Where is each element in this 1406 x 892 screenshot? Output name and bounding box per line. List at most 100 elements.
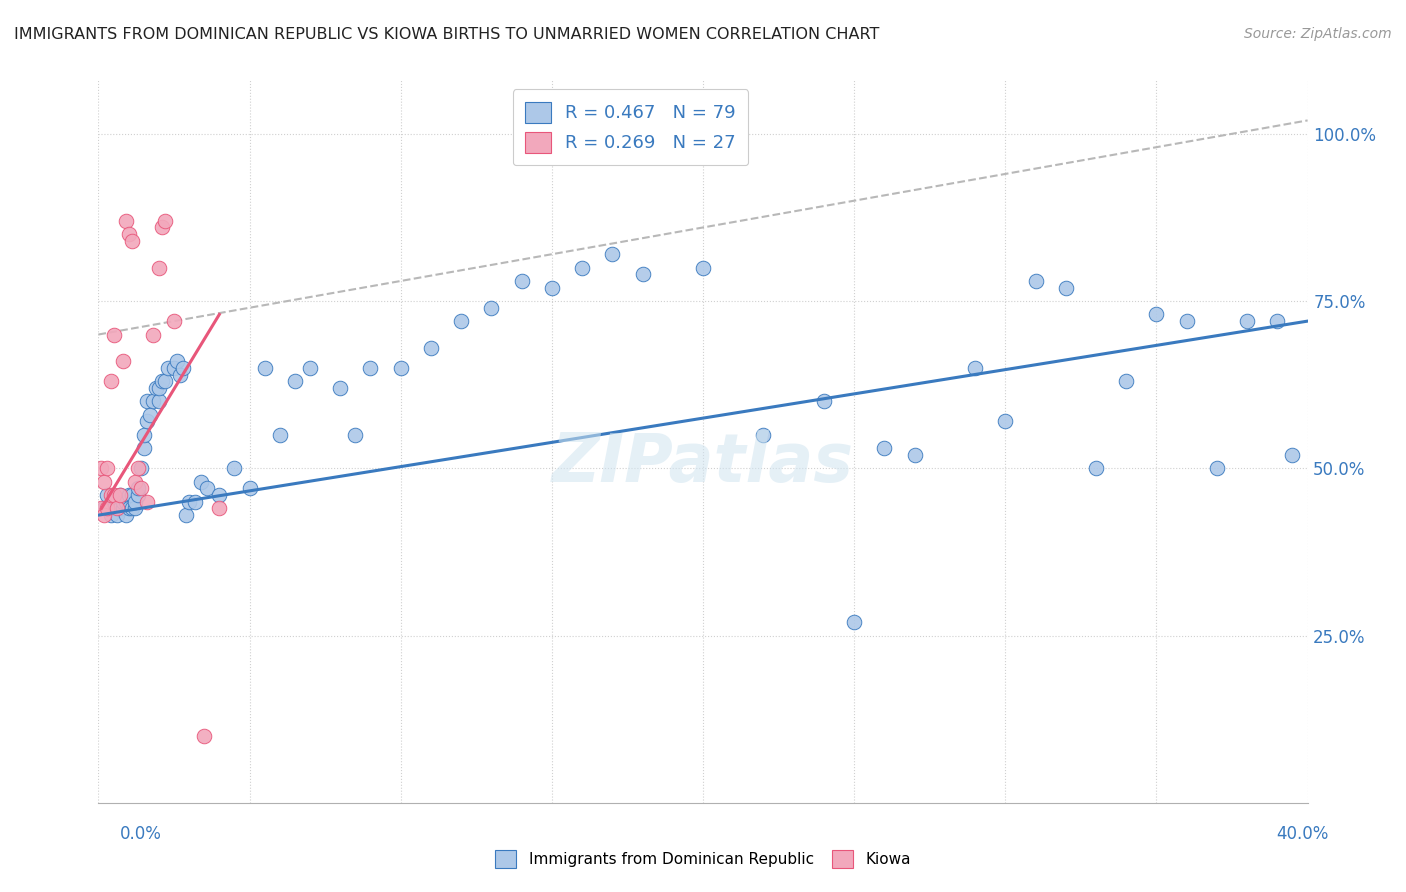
Point (118, 227, 141, 242)
Point (100, 508, 122, 523)
Legend: R = 0.467   N = 79, R = 0.269   N = 27: R = 0.467 N = 79, R = 0.269 N = 27 (513, 89, 748, 165)
Point (124, 501, 146, 516)
Point (118, 488, 141, 502)
Text: 0.0%: 0.0% (120, 825, 162, 843)
Point (114, 494, 136, 508)
Point (142, 327, 165, 342)
Point (124, 475, 146, 489)
Point (1144, 307, 1167, 322)
Point (135, 394, 157, 409)
Point (103, 488, 125, 502)
Point (965, 361, 987, 376)
Point (118, 501, 141, 516)
Point (239, 482, 262, 496)
Point (145, 381, 167, 395)
Point (148, 381, 170, 395)
Point (93, 501, 115, 516)
Point (1281, 448, 1303, 462)
Point (190, 475, 212, 489)
Point (813, 394, 835, 409)
Point (105, 494, 128, 508)
Text: IMMIGRANTS FROM DOMINICAN REPUBLIC VS KIOWA BIRTHS TO UNMARRIED WOMEN CORRELATIO: IMMIGRANTS FROM DOMINICAN REPUBLIC VS KI… (14, 27, 879, 42)
Point (148, 394, 170, 409)
Point (150, 220, 173, 235)
Point (994, 414, 1017, 429)
Point (100, 488, 122, 502)
Point (156, 361, 179, 376)
Point (127, 461, 149, 475)
Point (193, 729, 215, 743)
Point (571, 260, 593, 275)
Point (163, 361, 186, 376)
Point (111, 501, 134, 516)
Point (510, 274, 533, 288)
Point (1054, 281, 1077, 295)
Point (163, 314, 186, 328)
Point (844, 615, 866, 630)
Point (329, 381, 352, 395)
Point (114, 214, 136, 228)
Point (132, 427, 155, 442)
Point (481, 301, 503, 315)
Point (103, 501, 125, 516)
Point (389, 361, 412, 376)
Point (124, 494, 146, 508)
Point (100, 375, 122, 389)
Point (148, 260, 170, 275)
Point (90, 501, 112, 516)
Point (224, 461, 246, 475)
Point (150, 375, 173, 389)
Point (129, 461, 152, 475)
Point (752, 427, 775, 442)
Point (108, 488, 131, 502)
Point (208, 501, 231, 516)
Point (450, 314, 472, 328)
Point (208, 488, 231, 502)
Point (184, 494, 207, 508)
Point (103, 327, 125, 342)
Point (142, 394, 165, 409)
Point (174, 508, 197, 523)
Point (1085, 461, 1108, 475)
Point (127, 482, 149, 496)
Point (172, 361, 194, 376)
Point (96, 461, 118, 475)
Point (105, 508, 128, 523)
Point (111, 494, 134, 508)
Point (1267, 314, 1289, 328)
Point (135, 414, 157, 429)
Point (420, 341, 443, 355)
Point (360, 361, 382, 376)
Point (96, 488, 118, 502)
Point (93, 508, 115, 523)
Point (284, 375, 307, 389)
Point (166, 354, 188, 368)
Point (114, 508, 136, 523)
Legend: Immigrants from Dominican Republic, Kiowa: Immigrants from Dominican Republic, Kiow… (488, 843, 918, 875)
Point (121, 501, 143, 516)
Point (269, 427, 291, 442)
Point (631, 268, 654, 282)
Point (344, 427, 367, 442)
Point (121, 488, 143, 502)
Point (153, 375, 176, 389)
Point (169, 368, 191, 382)
Text: ZIPatlas: ZIPatlas (553, 430, 853, 496)
Point (1024, 274, 1046, 288)
Point (127, 488, 149, 502)
Point (299, 361, 322, 376)
Point (873, 442, 896, 455)
Point (195, 482, 218, 496)
Point (108, 488, 131, 502)
Text: Source: ZipAtlas.com: Source: ZipAtlas.com (1244, 27, 1392, 41)
Point (135, 494, 157, 508)
Point (692, 260, 714, 275)
Point (1236, 314, 1258, 328)
Point (904, 448, 927, 462)
Point (540, 281, 562, 295)
Point (1206, 461, 1229, 475)
Point (602, 247, 624, 261)
Point (139, 408, 162, 422)
Point (1175, 314, 1198, 328)
Point (96, 501, 118, 516)
